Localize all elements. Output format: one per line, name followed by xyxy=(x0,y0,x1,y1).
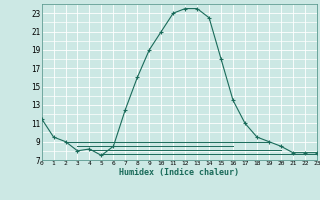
X-axis label: Humidex (Indice chaleur): Humidex (Indice chaleur) xyxy=(119,168,239,177)
